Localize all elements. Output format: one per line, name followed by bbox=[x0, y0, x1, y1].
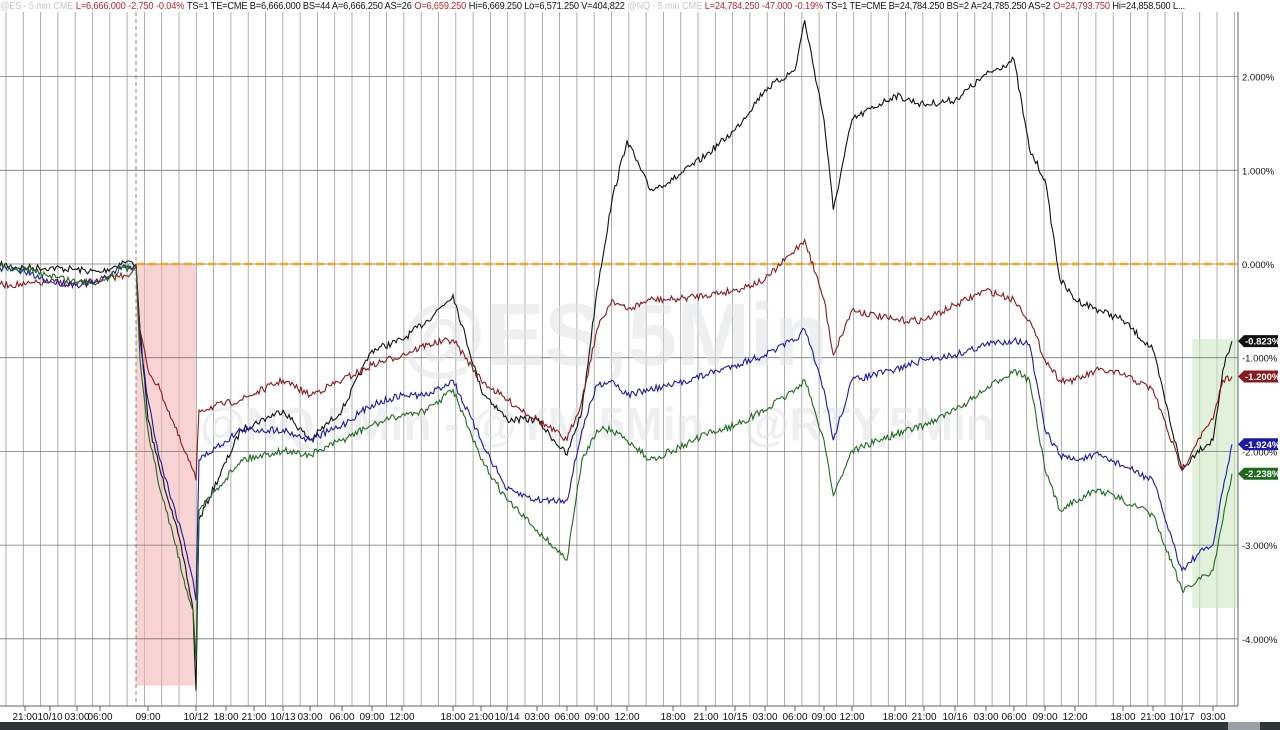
x-tick-label: 21:00 bbox=[241, 712, 266, 722]
watermark-primary: @ES,5Min bbox=[400, 285, 828, 384]
x-tick-label: 12:00 bbox=[1062, 712, 1087, 722]
x-tick-label: 09:00 bbox=[1032, 712, 1057, 722]
es-last: L=6,666.000 bbox=[75, 0, 126, 12]
es-change: -2.750 bbox=[128, 0, 154, 12]
y-tick-label: -4.000% bbox=[1242, 635, 1278, 646]
x-tick-label: 18:00 bbox=[440, 712, 465, 722]
x-tick-label: 10/17 bbox=[1169, 712, 1194, 722]
watermark-secondary: @NQ,5Min - @YM,5Min - @RTY,5Min bbox=[200, 398, 994, 450]
series-line-3 bbox=[0, 263, 1233, 601]
x-tick-label: 06:00 bbox=[1001, 712, 1026, 722]
x-tick-label: 06:00 bbox=[782, 712, 807, 722]
y-tick-label: 0.000% bbox=[1242, 260, 1275, 271]
highlight-region bbox=[136, 264, 196, 686]
y-tick-label: -1.000% bbox=[1242, 354, 1278, 365]
series-line-4 bbox=[0, 262, 1233, 661]
series-line-2 bbox=[0, 237, 1233, 481]
last-value-label: -2.238% bbox=[1245, 469, 1280, 480]
series-line-1 bbox=[0, 20, 1233, 691]
x-tick-label: 10/13 bbox=[270, 712, 295, 722]
x-tick-label: 03:00 bbox=[297, 712, 322, 722]
x-tick-label: 21:00 bbox=[693, 712, 718, 722]
nq-last: L=24,784.250 bbox=[704, 0, 760, 12]
x-tick-label: 03:00 bbox=[524, 712, 549, 722]
last-value-badge bbox=[1238, 335, 1278, 348]
es-symbol[interactable]: @ES - 5 min bbox=[0, 0, 51, 12]
y-tick-label: 1.000% bbox=[1242, 166, 1275, 177]
x-tick-label: 09:00 bbox=[359, 712, 384, 722]
x-tick-label: 18:00 bbox=[213, 712, 238, 722]
nq-change: -47.000 bbox=[762, 0, 793, 12]
nq-exchange: CME bbox=[682, 0, 703, 12]
nq-info: TS=1 TE=CME B=24,784.250 BS=2 A=24,785.2… bbox=[825, 0, 1051, 12]
x-tick-label: 12:00 bbox=[839, 712, 864, 722]
es-exchange: CME bbox=[53, 0, 74, 12]
x-tick-label: 21:00 bbox=[1140, 712, 1165, 722]
x-tick-label: 21:00 bbox=[468, 712, 493, 722]
x-tick-label: 03:00 bbox=[752, 712, 777, 722]
last-value-label: -0.823% bbox=[1245, 337, 1280, 348]
x-tick-label: 10/10 bbox=[37, 712, 62, 722]
x-tick-label: 06:00 bbox=[87, 712, 112, 722]
x-tick-label: 10/15 bbox=[722, 712, 747, 722]
nq-range: Hi=24,858.500 L... bbox=[1112, 0, 1186, 12]
x-tick-label: 21:00 bbox=[12, 712, 37, 722]
x-tick-label: 09:00 bbox=[135, 712, 160, 722]
x-tick-label: 18:00 bbox=[660, 712, 685, 722]
last-value-badge bbox=[1238, 438, 1278, 451]
es-range: Hi=6,669.250 Lo=6,571.250 V=404,822 bbox=[468, 0, 625, 12]
highlight-region bbox=[1192, 338, 1238, 608]
y-tick-label: -3.000% bbox=[1242, 541, 1278, 552]
x-tick-label: 06:00 bbox=[329, 712, 354, 722]
y-tick-label: -2.000% bbox=[1242, 447, 1278, 458]
x-tick-label: 06:00 bbox=[554, 712, 579, 722]
nq-symbol[interactable]: @NQ - 5 min bbox=[627, 0, 680, 12]
es-info: TS=1 TE=CME B=6,666.000 BS=44 A=6,666.25… bbox=[186, 0, 412, 12]
nq-open: O=24,793.750 bbox=[1053, 0, 1110, 12]
x-tick-label: 03:00 bbox=[1200, 712, 1225, 722]
x-tick-label: 10/14 bbox=[494, 712, 519, 722]
quote-header: @ES - 5 min CME L=6,666.000 -2.750 -0.04% TS=… bbox=[0, 0, 1276, 12]
x-tick-label: 03:00 bbox=[64, 712, 89, 722]
x-tick-label: 09:00 bbox=[811, 712, 836, 722]
x-tick-label: 12:00 bbox=[389, 712, 414, 722]
scrollbar-thumb[interactable] bbox=[1228, 722, 1260, 730]
x-tick-label: 03:00 bbox=[973, 712, 998, 722]
x-tick-label: 12:00 bbox=[614, 712, 639, 722]
last-value-badge bbox=[1238, 467, 1278, 480]
x-tick-label: 18:00 bbox=[1110, 712, 1135, 722]
last-value-label: -1.924% bbox=[1245, 440, 1280, 451]
last-value-label: -1.200% bbox=[1245, 372, 1280, 383]
x-tick-label: 21:00 bbox=[911, 712, 936, 722]
x-tick-label: 10/16 bbox=[942, 712, 967, 722]
x-tick-label: 10/12 bbox=[183, 712, 208, 722]
last-value-badge bbox=[1238, 370, 1278, 383]
x-tick-label: 09:00 bbox=[584, 712, 609, 722]
x-tick-label: 18:00 bbox=[882, 712, 907, 722]
es-open: O=6,659.250 bbox=[414, 0, 467, 12]
horizontal-scrollbar[interactable] bbox=[0, 722, 1280, 730]
nq-change-pct: -0.19% bbox=[794, 0, 823, 12]
y-tick-label: 2.000% bbox=[1242, 73, 1275, 84]
es-change-pct: -0.04% bbox=[156, 0, 185, 12]
